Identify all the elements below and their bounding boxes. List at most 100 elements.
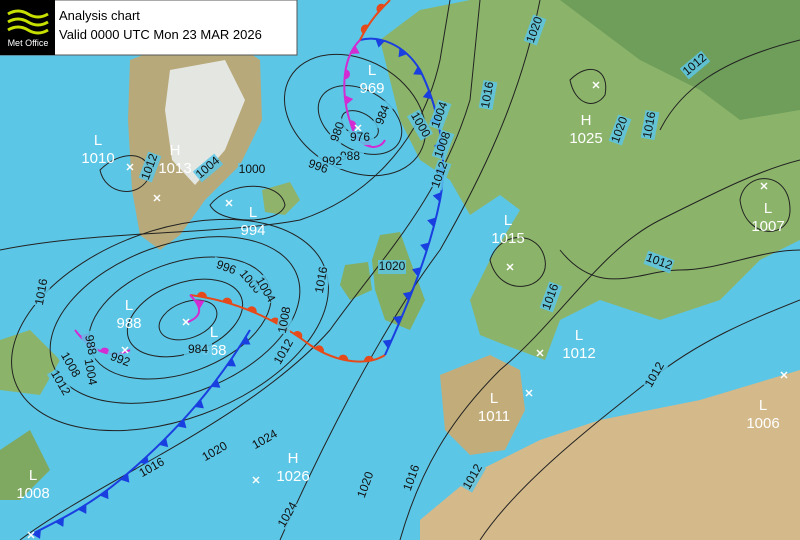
isobar-label-bg (640, 109, 660, 141)
front-semicircle (222, 297, 233, 305)
front-semicircle (99, 347, 110, 354)
isobar-label-bg (80, 356, 100, 388)
isobar-label-group: 1016 (312, 264, 332, 296)
isobar-label-bg (184, 343, 212, 357)
centre-marker (252, 476, 260, 484)
isobar-label-group: 984 (184, 342, 212, 357)
centre-pressure: 1010 (81, 150, 114, 167)
isobar-label-bg (608, 114, 632, 146)
land-w (0, 330, 60, 395)
front-semicircle (349, 120, 357, 131)
centre-type: L (29, 467, 37, 484)
isobar-label: 1004 (82, 357, 100, 386)
front-triangle (398, 47, 408, 58)
centre-marker (225, 199, 233, 207)
isobar-label-group: 1008 (275, 304, 295, 336)
front-triangle (382, 339, 392, 349)
isobar-label-bg (210, 256, 242, 280)
isobar-label-group: 1016 (32, 276, 52, 308)
isobar-label-bg (312, 264, 332, 296)
isobar-label: 1016 (32, 277, 50, 306)
centre-marker (760, 182, 768, 190)
front-triangle (422, 89, 432, 100)
front-triangle (427, 217, 437, 228)
isobar (158, 299, 218, 341)
isobar-label: 1000 (239, 162, 266, 176)
isobar-label-group: 1016 (640, 109, 660, 141)
centre-pressure: 1015 (491, 230, 524, 247)
logo-text: Met Office (8, 38, 49, 48)
front-semicircle (247, 306, 257, 314)
front-semicircle (314, 345, 324, 353)
front-triangle (413, 66, 423, 75)
isobar (559, 249, 800, 280)
occluded-front (187, 294, 201, 323)
isobar (279, 0, 541, 540)
isobar-label-bg (641, 359, 669, 391)
isobar-label: 984 (188, 342, 208, 356)
front-triangle (392, 315, 403, 325)
isobar-label-bg (539, 281, 563, 313)
isobar-label-group: 976 (346, 130, 374, 145)
centre-type: L (504, 212, 512, 229)
front-triangle (432, 191, 442, 202)
centre-marker (182, 318, 190, 326)
front-triangle (226, 357, 236, 367)
isobar-label: 1016 (478, 80, 496, 109)
centre-type: L (210, 324, 218, 341)
isobar-label-group: 992 (104, 348, 136, 372)
centre-marker (153, 194, 161, 202)
front-triangle (194, 399, 204, 409)
front-semicircle (364, 355, 374, 362)
front-triangle (195, 299, 205, 309)
isobar-label: 976 (350, 130, 370, 144)
centre-marker (354, 124, 362, 132)
isobar-label-bg (406, 109, 434, 141)
centre-marker (536, 349, 544, 357)
isobar-label-bg (270, 336, 298, 368)
centre-pressure: 1026 (276, 468, 309, 485)
chart-title: Analysis chart (59, 8, 140, 23)
isobar-label-bg (138, 151, 162, 183)
isobar (659, 39, 800, 131)
isobar-label-group: 1004 (80, 356, 100, 388)
front-triangle (99, 489, 109, 500)
centre-marker (121, 346, 129, 354)
centre-pressure: 1006 (746, 415, 779, 432)
front-triangle (120, 473, 130, 483)
centre-pressure: 1011 (478, 408, 510, 425)
front-triangle (211, 378, 221, 388)
front-semicircle (376, 3, 385, 13)
isobar-label-bg (326, 116, 350, 148)
centre-type: H (288, 450, 299, 467)
centre-type: H (581, 112, 592, 129)
isobar-label-bg (251, 274, 279, 306)
centre-type: L (368, 62, 376, 79)
isobar (569, 68, 607, 104)
centre-type: L (94, 132, 102, 149)
isobar (317, 85, 403, 155)
centre-type: L (125, 297, 133, 314)
centre-marker (126, 163, 134, 171)
ireland (340, 262, 372, 300)
isobar-label-bg (274, 499, 302, 531)
isobar-label-group: 996 (210, 256, 242, 280)
front-triangle (177, 419, 187, 429)
centre-pressure: 969 (359, 80, 384, 97)
isobar-label: 984 (372, 103, 392, 127)
isobar-label: 992 (108, 349, 132, 369)
front-semicircle (344, 69, 350, 80)
front-triangle (350, 45, 360, 54)
isobar-label-bg (346, 131, 374, 145)
isobar-label-bg (238, 163, 266, 177)
centre-marker (592, 81, 600, 89)
isobar-label-bg (378, 260, 406, 274)
centre-type: L (575, 327, 583, 344)
centre-type: L (759, 397, 767, 414)
valid-time: Valid 0000 UTC Mon 23 MAR 2026 (59, 27, 262, 42)
isobar-label-bg (32, 276, 52, 308)
isobar-label-bg (56, 349, 84, 381)
land-sw (0, 430, 50, 500)
